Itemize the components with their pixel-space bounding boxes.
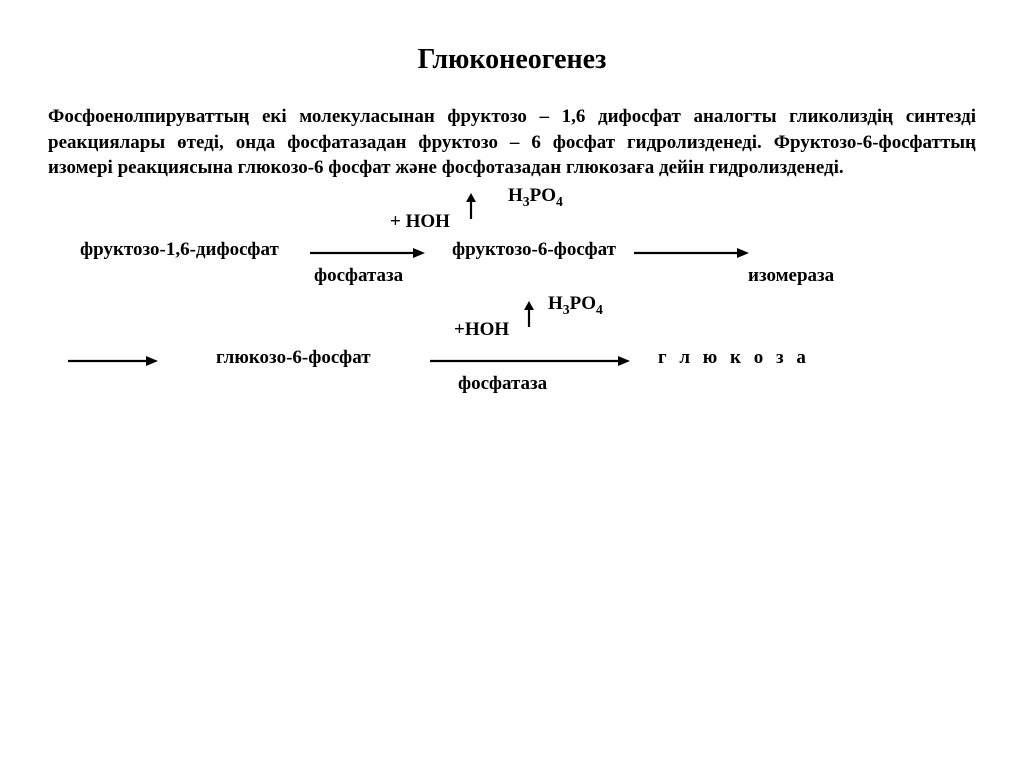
r1-h3po4: H3PO4 xyxy=(508,185,563,207)
r1-product: фруктозо-6-фосфат xyxy=(452,239,616,261)
r2-arrow-in-icon xyxy=(68,353,158,369)
r1-up-arrow-icon xyxy=(462,193,480,221)
r2-h3po4: H3PO4 xyxy=(548,293,603,315)
r1-next-enzyme: изомераза xyxy=(748,265,834,287)
r1-enzyme: фосфатаза xyxy=(314,265,403,287)
r2-enzyme: фосфатаза xyxy=(458,373,547,395)
page-title: Глюконеогенез xyxy=(48,44,976,76)
r1-reagent: фруктозо-1,6-дифосфат xyxy=(80,239,279,261)
r2-reagent: глюкозо-6-фосфат xyxy=(216,347,371,369)
reaction-diagram: H3PO4 + НОН фруктозо-1,6-дифосфат фрукто… xyxy=(48,183,976,503)
r2-hoh: +НОН xyxy=(454,319,509,341)
r1-arrow2-icon xyxy=(634,245,749,261)
r2-up-arrow-icon xyxy=(520,301,538,329)
intro-paragraph: Фосфоенолпируваттың екі молекуласынан фр… xyxy=(48,104,976,181)
r2-product: г л ю к о з а xyxy=(658,347,810,369)
r1-hoh: + НОН xyxy=(390,211,450,233)
r1-arrow1-icon xyxy=(310,245,425,261)
r2-arrow-main-icon xyxy=(430,353,630,369)
